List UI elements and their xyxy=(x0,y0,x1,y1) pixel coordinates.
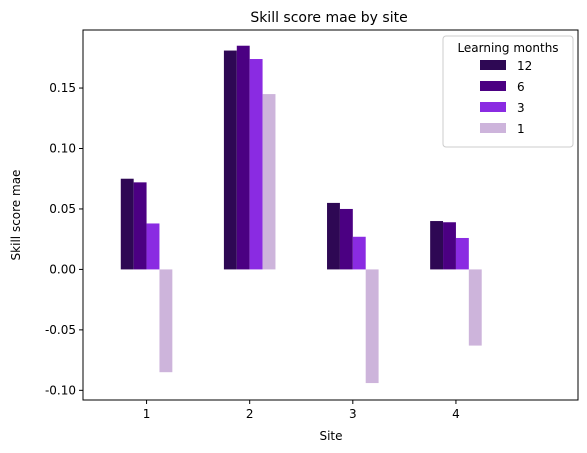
x-tick-label-1: 1 xyxy=(143,407,151,421)
bar-site-4-months-1 xyxy=(468,269,482,346)
legend-swatch-6 xyxy=(480,81,506,91)
x-axis-label: Site xyxy=(319,429,342,443)
x-tick-label-3: 3 xyxy=(349,407,357,421)
y-tick-label: 0.10 xyxy=(49,141,76,155)
legend-label-12: 12 xyxy=(517,59,532,73)
bar-site-2-months-6 xyxy=(236,45,250,270)
bar-site-4-months-12 xyxy=(430,221,444,270)
chart-title: Skill score mae by site xyxy=(250,10,407,26)
bar-site-2-months-12 xyxy=(223,50,237,270)
bar-site-1-months-12 xyxy=(120,178,134,270)
bar-site-4-months-3 xyxy=(455,237,469,270)
y-axis-label: Skill score mae xyxy=(9,170,23,261)
bar-site-2-months-1 xyxy=(262,94,276,270)
y-tick-label: -0.05 xyxy=(45,323,76,337)
legend-label-6: 6 xyxy=(517,80,525,94)
legend-title: Learning months xyxy=(457,41,558,55)
bar-site-1-months-6 xyxy=(133,182,147,270)
bar-site-3-months-1 xyxy=(365,269,379,384)
y-tick-label: 0.15 xyxy=(49,81,76,95)
x-tick-label-2: 2 xyxy=(246,407,254,421)
legend: Learning months 12 6 3 1 xyxy=(442,35,574,148)
bar-site-1-months-3 xyxy=(146,223,160,270)
legend-label-1: 1 xyxy=(517,122,525,136)
bar-site-2-months-3 xyxy=(249,59,263,270)
x-tick-label-4: 4 xyxy=(452,407,460,421)
legend-swatch-1 xyxy=(480,123,506,133)
bar-site-3-months-6 xyxy=(339,208,353,270)
y-tick-label: -0.10 xyxy=(45,383,76,397)
bar-site-3-months-3 xyxy=(352,236,366,270)
bar-site-3-months-12 xyxy=(327,202,340,270)
y-tick-label: 0.05 xyxy=(49,202,76,216)
legend-items: 12 6 3 1 xyxy=(480,59,532,136)
y-tick-label: 0.00 xyxy=(49,262,76,276)
bar-site-4-months-6 xyxy=(443,222,456,270)
y-axis-ticks: -0.10 -0.05 0.00 0.05 0.10 0.15 xyxy=(45,81,83,397)
x-axis-ticks: 1 2 3 4 xyxy=(143,400,460,421)
legend-box xyxy=(442,35,574,148)
bars xyxy=(120,45,482,384)
legend-swatch-12 xyxy=(480,60,506,70)
legend-label-3: 3 xyxy=(517,101,525,115)
legend-swatch-3 xyxy=(480,102,506,112)
bar-site-1-months-1 xyxy=(159,269,173,373)
plot-frame xyxy=(82,29,579,401)
